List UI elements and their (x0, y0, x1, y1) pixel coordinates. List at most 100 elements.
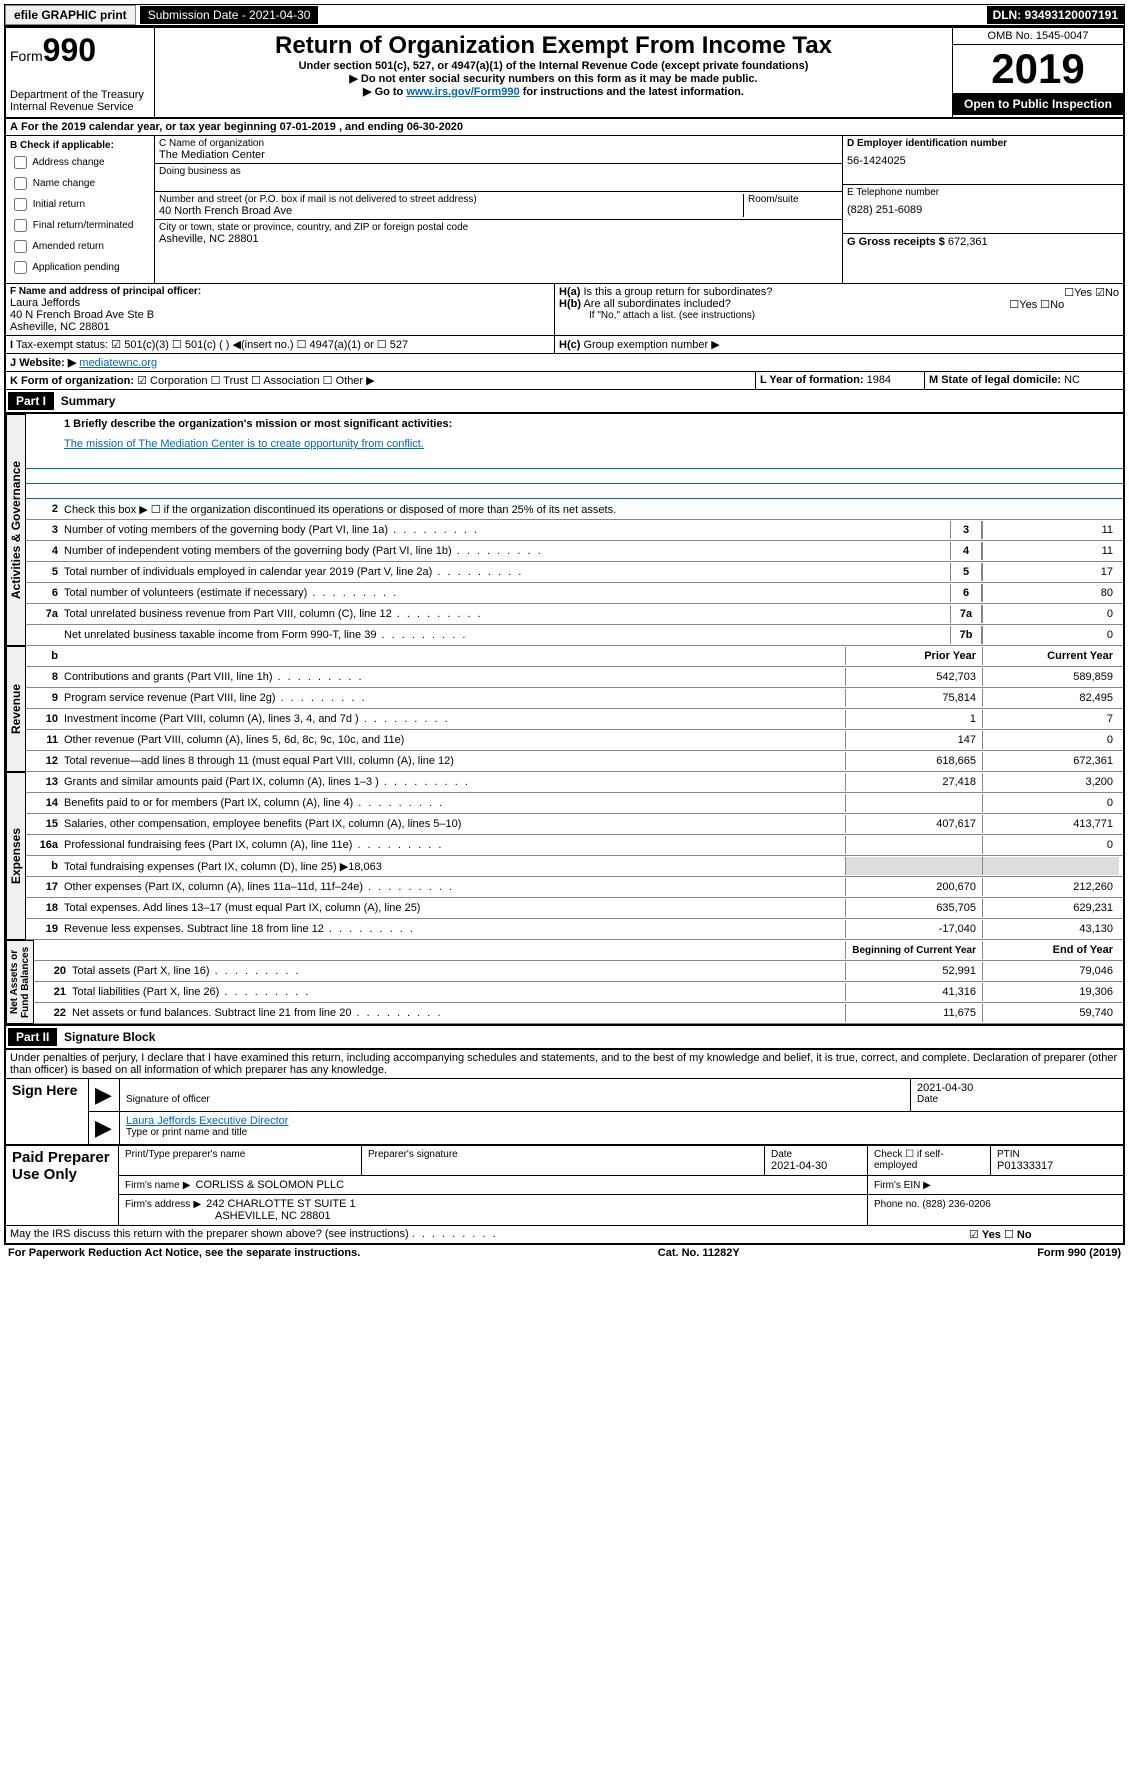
gross-cell: G Gross receipts $ 672,361 (843, 234, 1123, 250)
chk-pending[interactable]: Application pending (10, 258, 150, 277)
ein-cell: D Employer identification number 56-1424… (843, 136, 1123, 185)
subtitle-3: ▶ Go to www.irs.gov/Form990 for instruct… (159, 85, 948, 98)
h-a: H(a) Is this a group return for subordin… (559, 286, 1119, 298)
h-b: H(b) Are all subordinates included? ☐Yes… (559, 298, 1119, 310)
discuss-row: May the IRS discuss this return with the… (4, 1226, 1125, 1245)
k-label: K Form of organization: (10, 375, 134, 387)
tab-expenses: Expenses (6, 772, 26, 940)
h-b-note: If "No," attach a list. (see instruction… (559, 310, 1119, 321)
year-formation: L Year of formation: 1984 (756, 372, 925, 389)
subtitle-1: Under section 501(c), 527, or 4947(a)(1)… (159, 60, 948, 72)
perjury-text: Under penalties of perjury, I declare th… (4, 1050, 1125, 1078)
k-l-m-row: K Form of organization: ☑ Corporation ☐ … (4, 372, 1125, 390)
line-2: Check this box ▶ ☐ if the organization d… (64, 503, 1119, 516)
sig-date: 2021-04-30 (917, 1082, 1117, 1094)
line-19: Revenue less expenses. Subtract line 18 … (64, 923, 845, 935)
line-7b: Net unrelated business taxable income fr… (64, 629, 950, 641)
line-14: Benefits paid to or for members (Part IX… (64, 797, 845, 809)
line-21: Total liabilities (Part X, line 26) (72, 986, 845, 998)
tax-year: 2019 (953, 45, 1123, 93)
period-row: A For the 2019 calendar year, or tax yea… (4, 119, 1125, 136)
sign-here-label: Sign Here (5, 1079, 89, 1145)
omb-number: OMB No. 1545-0047 (953, 28, 1123, 45)
tab-activities: Activities & Governance (6, 414, 26, 646)
sign-here-table: Sign Here ▶ Signature of officer 2021-04… (4, 1078, 1125, 1145)
part-i-header: Part I Summary (4, 390, 1125, 414)
chk-final[interactable]: Final return/terminated (10, 216, 150, 235)
line-9: Program service revenue (Part VIII, line… (64, 692, 845, 704)
col-prior: Prior Year (845, 647, 982, 665)
chk-name[interactable]: Name change (10, 174, 150, 193)
line-5: Total number of individuals employed in … (64, 566, 950, 578)
paid-preparer-table: Paid Preparer Use Only Print/Type prepar… (4, 1145, 1125, 1226)
line-15: Salaries, other compensation, employee b… (64, 818, 845, 830)
open-public: Open to Public Inspection (953, 93, 1123, 115)
addr-cell: Number and street (or P.O. box if mail i… (155, 192, 842, 220)
line-3: Number of voting members of the governin… (64, 524, 950, 536)
chk-amended[interactable]: Amended return (10, 237, 150, 256)
phone-cell: E Telephone number (828) 251-6089 (843, 185, 1123, 234)
line-18: Total expenses. Add lines 13–17 (must eq… (64, 902, 845, 914)
city-cell: City or town, state or province, country… (155, 220, 842, 247)
efile-btn[interactable]: efile GRAPHIC print (5, 5, 136, 25)
mission-q: 1 Briefly describe the organization's mi… (64, 418, 452, 430)
page-footer: For Paperwork Reduction Act Notice, see … (4, 1245, 1125, 1261)
b-label: B Check if applicable: (10, 140, 114, 151)
footer-left: For Paperwork Reduction Act Notice, see … (8, 1247, 360, 1259)
tab-netassets: Net Assets orFund Balances (6, 940, 34, 1024)
org-name-cell: C Name of organization The Mediation Cen… (155, 136, 842, 164)
typed-name: Laura Jeffords Executive Director (126, 1115, 1117, 1127)
line-11: Other revenue (Part VIII, column (A), li… (64, 734, 845, 746)
website-row: J Website: ▶ mediatewnc.org (4, 354, 1125, 372)
firm-phone: Phone no. (828) 236-0206 (874, 1199, 991, 1210)
col-begin: Beginning of Current Year (845, 941, 982, 959)
firm-ein: Firm's EIN ▶ (874, 1180, 931, 1191)
part-ii-header: Part II Signature Block (4, 1026, 1125, 1050)
state-domicile: M State of legal domicile: NC (925, 372, 1123, 389)
dept-treasury: Department of the Treasury Internal Reve… (10, 89, 150, 113)
blank-line (26, 454, 1123, 469)
f-label: F Name and address of principal officer: (10, 286, 201, 297)
paid-label: Paid Preparer Use Only (5, 1146, 119, 1226)
line-20: Total assets (Part X, line 16) (72, 965, 845, 977)
line-16a: Professional fundraising fees (Part IX, … (64, 839, 845, 851)
col-end: End of Year (982, 941, 1119, 959)
i-label: Tax-exempt status: (16, 339, 108, 351)
blank-line (26, 484, 1123, 499)
i-h-row: I Tax-exempt status: ☑ 501(c)(3) ☐ 501(c… (4, 336, 1125, 354)
dln: DLN: 93493120007191 (987, 6, 1124, 24)
line-6: Total number of volunteers (estimate if … (64, 587, 950, 599)
subdate-btn[interactable]: Submission Date - 2021-04-30 (140, 6, 319, 24)
top-bar: efile GRAPHIC print Submission Date - 20… (4, 4, 1125, 26)
firm-name: CORLISS & SOLOMON PLLC (196, 1179, 345, 1191)
line-12: Total revenue—add lines 8 through 11 (mu… (64, 755, 845, 767)
blank-line (26, 469, 1123, 484)
expenses-section: Expenses 13Grants and similar amounts pa… (4, 772, 1125, 940)
form-990-label: Form990 (10, 32, 150, 69)
line-22: Net assets or fund balances. Subtract li… (72, 1007, 845, 1019)
officer-h-row: F Name and address of principal officer:… (4, 284, 1125, 336)
form-header: Form990 Department of the Treasury Inter… (4, 26, 1125, 119)
line-13: Grants and similar amounts paid (Part IX… (64, 776, 845, 788)
netassets-section: Net Assets orFund Balances Beginning of … (4, 940, 1125, 1026)
line-7a: Total unrelated business revenue from Pa… (64, 608, 950, 620)
activities-governance: Activities & Governance 1 Briefly descri… (4, 414, 1125, 646)
form-title: Return of Organization Exempt From Incom… (159, 32, 948, 60)
chk-initial[interactable]: Initial return (10, 195, 150, 214)
line-16b: Total fundraising expenses (Part IX, col… (64, 860, 845, 873)
officer-name: Laura Jeffords (10, 297, 550, 309)
footer-right: Form 990 (2019) (1037, 1247, 1121, 1259)
irs-link[interactable]: www.irs.gov/Form990 (406, 86, 519, 98)
firm-addr: 242 CHARLOTTE ST SUITE 1 (206, 1198, 356, 1210)
chk-address[interactable]: Address change (10, 153, 150, 172)
officer-addr: 40 N French Broad Ave Ste B Asheville, N… (10, 309, 550, 333)
dba-cell: Doing business as (155, 164, 842, 192)
line-10: Investment income (Part VIII, column (A)… (64, 713, 845, 725)
subtitle-2: ▶ Do not enter social security numbers o… (159, 72, 948, 85)
line-4: Number of independent voting members of … (64, 545, 950, 557)
website-link[interactable]: mediatewnc.org (79, 357, 157, 369)
tab-revenue: Revenue (6, 646, 26, 772)
entity-block: B Check if applicable: Address change Na… (4, 136, 1125, 284)
line-8: Contributions and grants (Part VIII, lin… (64, 671, 845, 683)
col-current: Current Year (982, 647, 1119, 665)
